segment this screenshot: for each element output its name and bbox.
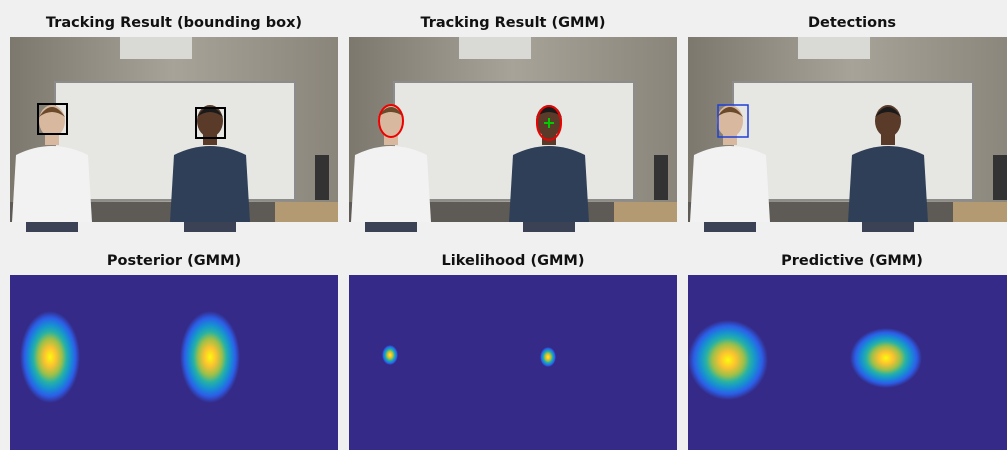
- desk: [275, 202, 338, 222]
- projector: [798, 37, 870, 59]
- detection-box: [717, 104, 749, 138]
- torso: [12, 146, 92, 222]
- desk: [953, 202, 1007, 222]
- monitor: [315, 155, 329, 200]
- photo: [688, 37, 1007, 232]
- hair: [378, 107, 404, 117]
- density-blob: [382, 345, 398, 365]
- heatmap: [10, 275, 338, 450]
- panel-title: Detections: [808, 15, 896, 31]
- bounding-box: [195, 107, 226, 139]
- photo: [10, 37, 338, 232]
- gmm-contour: [378, 104, 404, 138]
- heatmap: [349, 275, 677, 450]
- density-blob: [20, 311, 80, 403]
- panel-title: Tracking Result (bounding box): [46, 15, 302, 31]
- desk: [614, 202, 677, 222]
- hair: [197, 107, 223, 117]
- projector: [459, 37, 531, 59]
- hair: [875, 107, 901, 117]
- torso: [509, 146, 589, 222]
- density-blob: [688, 320, 768, 400]
- heatmap: [688, 275, 1007, 450]
- torso: [848, 146, 928, 222]
- monitor: [654, 155, 668, 200]
- panel-title: Likelihood (GMM): [442, 253, 585, 269]
- bounding-box: [37, 103, 68, 135]
- heatmap-background: [349, 275, 677, 450]
- projector: [120, 37, 192, 59]
- torso: [170, 146, 250, 222]
- density-blob: [540, 347, 556, 367]
- density-blob: [850, 328, 922, 388]
- panel-title: Tracking Result (GMM): [420, 15, 605, 31]
- panel-title: Posterior (GMM): [107, 253, 241, 269]
- hair: [39, 107, 65, 117]
- hair: [717, 107, 743, 117]
- panel-title: Predictive (GMM): [781, 253, 923, 269]
- gmm-contour: [536, 105, 562, 141]
- torso: [690, 146, 770, 222]
- photo: [349, 37, 677, 232]
- torso: [351, 146, 431, 222]
- gmm-mean: [544, 118, 554, 128]
- density-blob: [180, 311, 240, 403]
- monitor: [993, 155, 1007, 200]
